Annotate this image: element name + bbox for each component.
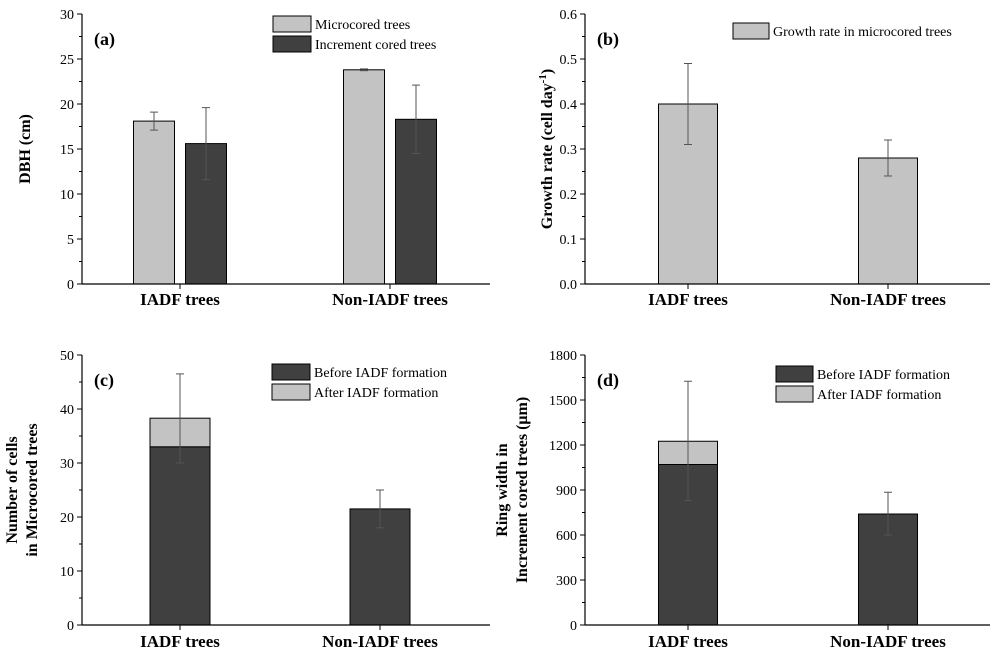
y-tick-label: 0.0 (560, 278, 578, 293)
y-tick-label: 300 (556, 574, 577, 589)
legend-swatch (732, 22, 770, 40)
legend-label: After IADF formation (817, 388, 941, 403)
legend-label: Before IADF formation (817, 368, 950, 383)
x-tick-label: IADF trees (648, 632, 728, 651)
y-tick-label: 40 (60, 403, 74, 418)
legend: Growth rate in microcored trees (732, 22, 952, 40)
y-axis-label-end: ) (539, 69, 556, 74)
y-tick-label: 0.1 (560, 233, 578, 248)
legend: Microcored trees Increment cored trees (272, 15, 436, 53)
y-axis-label-main: DBH (cm) (17, 114, 34, 184)
panel-label: (d) (597, 370, 619, 391)
bar-1-2 (343, 69, 385, 285)
legend-swatch (775, 365, 814, 383)
y-tick-label: 1800 (549, 349, 577, 364)
y-tick-label: 0 (67, 278, 74, 293)
y-tick-label: 10 (60, 188, 74, 203)
bar-1-2 (858, 157, 918, 285)
y-tick-label: 20 (60, 511, 74, 526)
legend-swatch (272, 15, 312, 33)
y-tick-label: 30 (60, 8, 74, 23)
x-tick-label: Non-IADF trees (830, 290, 946, 309)
x-tick-label: IADF trees (140, 632, 220, 651)
y-tick-label: 1200 (549, 439, 577, 454)
y-axis-label-main: Growth rate (cell day (539, 83, 556, 229)
y-axis-label-line: Ring width in (494, 443, 511, 536)
x-tick-label: Non-IADF trees (322, 632, 438, 651)
y-tick-label: 0.2 (560, 188, 578, 203)
y-tick-label: 10 (60, 565, 74, 580)
y-axis-label-line: Increment cored trees (μm) (514, 397, 531, 583)
legend-label: Increment cored trees (315, 38, 436, 53)
y-tick-label: 900 (556, 484, 577, 499)
y-tick-label: 5 (67, 233, 74, 248)
y-axis-label: DBH (cm) (17, 114, 34, 184)
x-tick-label: IADF trees (648, 290, 728, 309)
y-tick-label: 0.6 (560, 8, 578, 23)
y-tick-label: 25 (60, 53, 74, 68)
x-tick-label: Non-IADF trees (332, 290, 448, 309)
panel-1: 0 5 10 15 20 25 30 IADF trees Non-IADF trees (a) D… (17, 8, 490, 309)
y-tick-label: 0 (67, 619, 74, 634)
x-tick-label: IADF trees (140, 290, 220, 309)
legend-label: Growth rate in microcored trees (773, 25, 952, 40)
y-tick-label: 0.4 (560, 98, 578, 113)
y-axis-label-line: in Microcored trees (24, 423, 41, 556)
legend-swatch (775, 385, 814, 403)
y-tick-label: 0 (570, 619, 577, 634)
y-axis-label: Growth rate (cell day-1) (537, 69, 556, 229)
stack-1-1 (149, 446, 211, 626)
y-tick-label: 15 (60, 143, 74, 158)
legend-swatch (271, 363, 311, 381)
panel-label: (a) (94, 29, 115, 50)
legend-label: After IADF formation (314, 386, 438, 401)
legend: Before IADF formation After IADF formatio… (271, 363, 447, 401)
y-tick-label: 600 (556, 529, 577, 544)
bar-1-1 (133, 120, 175, 285)
y-axis-label: Ring width in Increment cored trees (μm) (494, 397, 531, 583)
y-tick-label: 1500 (549, 394, 577, 409)
y-axis-label: Number of cells in Microcored trees (4, 423, 41, 556)
legend-label: Microcored trees (315, 18, 410, 33)
panel-4: 0 300 600 900 1200 1500 1800 IADF trees Non-IADF… (494, 349, 990, 651)
legend-label: Before IADF formation (314, 366, 447, 381)
y-axis-label-line: Number of cells (4, 436, 21, 543)
x-tick-label: Non-IADF trees (830, 632, 946, 651)
panel-label: (b) (597, 29, 619, 50)
y-tick-label: 30 (60, 457, 74, 472)
panel-2: 0.0 0.1 0.2 0.3 0.4 0.5 0.6 IADF trees Non-IADF … (537, 8, 990, 309)
panel-3: 0 10 20 30 40 50 IADF trees Non-IADF trees (c) Nu… (4, 349, 490, 651)
y-tick-label: 50 (60, 349, 74, 364)
y-axis-label-sup: -1 (537, 74, 549, 83)
y-tick-label: 20 (60, 98, 74, 113)
legend-swatch (271, 383, 311, 401)
legend-swatch (272, 35, 312, 53)
legend: Before IADF formation After IADF formatio… (775, 365, 950, 403)
panel-label: (c) (94, 370, 114, 391)
y-tick-label: 0.5 (560, 53, 578, 68)
y-tick-label: 0.3 (560, 143, 578, 158)
